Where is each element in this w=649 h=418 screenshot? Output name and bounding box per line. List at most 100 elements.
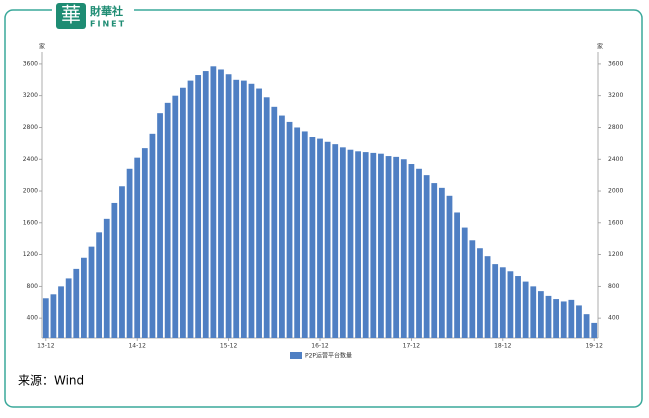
x-tick-label: 13-12 [37,343,55,350]
y2-tick-label: 3600 [608,60,623,67]
legend-swatch [290,352,302,359]
bar [180,87,186,338]
bar [393,156,400,338]
bar [583,314,590,338]
bar [149,133,156,338]
bar [73,268,80,338]
bar [446,195,453,338]
bar [187,80,194,338]
y-tick-label: 2400 [23,156,38,163]
bar [210,66,217,339]
bar [42,298,49,338]
x-tick-label: 19-12 [585,343,603,350]
x-tick-label: 14-12 [128,343,146,350]
bar [141,148,148,338]
bar [164,102,171,338]
bar [423,175,430,338]
bar [378,153,384,338]
bar [233,79,240,339]
bar [279,115,285,338]
logo-box [56,3,86,29]
logo-name: 財華社 [89,4,123,18]
y2-tick-label: 1200 [608,251,623,258]
y-tick-label: 400 [27,315,39,322]
x-tick-label: 18-12 [494,343,512,350]
bar [103,218,110,338]
bar [522,281,529,338]
bar [65,278,72,338]
logo-mark: 華 [61,3,81,27]
bar [58,286,64,338]
bar [568,299,575,338]
bar [309,137,316,338]
bar [248,83,255,339]
bar [111,202,118,338]
bar [545,295,552,338]
y2-unit: 家 [597,43,603,51]
y-tick-label: 1600 [23,219,38,226]
bar [225,74,232,338]
bar [50,294,57,338]
bar [271,106,278,338]
bar [157,113,163,338]
bar [355,151,361,338]
bar [339,147,346,338]
bar [560,301,567,338]
x-tick-label: 17-12 [403,343,421,350]
bar [431,183,438,338]
bar [256,88,262,339]
bar [370,152,377,338]
bar [126,168,133,338]
bar [172,95,179,338]
bar [530,286,537,338]
bar [362,152,369,338]
bar [591,322,598,338]
bar [324,141,331,338]
bar [80,257,87,338]
y2-tick-label: 3200 [608,92,623,99]
bar [317,138,323,338]
x-tick-label: 16-12 [311,343,329,350]
bar [576,305,582,338]
bar [507,271,514,338]
bar [454,212,460,338]
x-tick-label: 15-12 [220,343,238,350]
y-tick-label: 2800 [23,124,38,131]
bar [515,276,521,338]
y-tick-label: 1200 [23,251,38,258]
y2-tick-label: 400 [608,315,620,322]
bar [195,75,202,339]
y-tick-label: 3600 [23,60,38,67]
bar [119,186,125,338]
bar [438,187,445,338]
y2-tick-label: 1600 [608,219,623,226]
bar [477,248,483,338]
bar [484,256,491,338]
y-tick-label: 3200 [23,92,38,99]
bar [469,240,476,338]
bar [96,232,103,338]
bar [134,157,141,338]
bar [499,267,506,338]
y2-tick-label: 2000 [608,188,623,195]
bar [492,264,499,338]
bar [400,159,407,338]
logo-en: FINET [90,20,126,29]
y-tick-label: 800 [27,283,39,290]
bar [263,97,270,339]
source: 来源：Wind [18,374,84,388]
bar [408,164,415,338]
bar [347,149,354,338]
bar [301,131,308,338]
bar [461,227,468,338]
bar [553,299,560,338]
bar [286,121,293,339]
bar [294,127,301,338]
legend-label: P2P运营平台数量 [305,352,352,360]
y2-tick-label: 2800 [608,124,623,131]
bar [218,69,224,338]
y-tick-label: 2000 [23,188,38,195]
y-unit: 家 [39,43,45,51]
bar [240,80,247,338]
